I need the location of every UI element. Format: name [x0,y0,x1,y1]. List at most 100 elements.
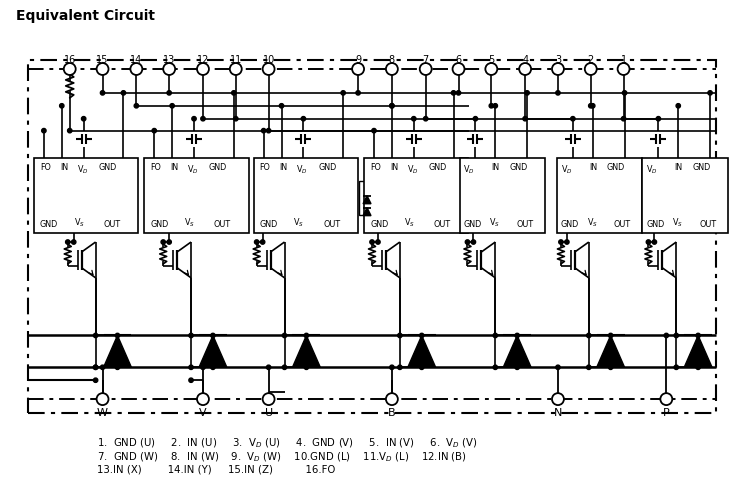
Circle shape [121,91,125,95]
Circle shape [519,63,531,75]
Text: OUT: OUT [104,220,121,229]
Text: V$_S$: V$_S$ [184,217,195,229]
Circle shape [304,333,309,338]
Text: GND: GND [40,220,58,229]
Circle shape [282,333,287,338]
Text: V$_S$: V$_S$ [587,217,598,229]
Circle shape [167,91,171,95]
Circle shape [352,63,364,75]
Text: GND: GND [463,220,482,229]
Circle shape [552,63,564,75]
Circle shape [72,240,76,244]
Polygon shape [293,335,320,367]
Circle shape [453,63,465,75]
Circle shape [656,117,660,121]
Text: GND: GND [260,220,278,229]
Circle shape [397,365,402,369]
Circle shape [486,63,498,75]
Text: OUT: OUT [699,220,716,229]
Circle shape [660,393,672,405]
Circle shape [115,365,120,369]
Text: V$_D$: V$_D$ [646,163,658,176]
Circle shape [552,393,564,405]
Text: 16: 16 [63,55,76,65]
FancyBboxPatch shape [254,159,358,233]
Circle shape [279,103,284,108]
Circle shape [66,240,70,244]
Circle shape [201,117,205,121]
Circle shape [261,128,266,133]
Text: 10: 10 [262,55,275,65]
Text: 13.IN (X)        14.IN (Y)     15.IN (Z)          16.FO: 13.IN (X) 14.IN (Y) 15.IN (Z) 16.FO [96,465,335,475]
Text: GND: GND [561,220,579,229]
Text: V$_D$: V$_D$ [187,163,199,176]
FancyBboxPatch shape [557,159,642,233]
Text: 7: 7 [423,55,429,65]
Text: OUT: OUT [323,220,341,229]
Circle shape [515,365,519,369]
Text: 3: 3 [555,55,561,65]
Circle shape [192,117,196,121]
Circle shape [390,365,394,369]
Text: V$_D$: V$_D$ [297,163,308,176]
Circle shape [652,240,657,244]
Circle shape [424,117,428,121]
Text: GND: GND [99,163,117,172]
Circle shape [515,333,519,338]
Circle shape [63,63,75,75]
Text: V$_D$: V$_D$ [561,163,572,176]
Circle shape [232,91,236,95]
Circle shape [622,117,626,121]
Polygon shape [408,335,436,367]
Circle shape [674,365,678,369]
FancyBboxPatch shape [459,159,545,233]
Circle shape [674,333,678,338]
Text: V$_S$: V$_S$ [294,217,305,229]
Circle shape [211,365,215,369]
Text: U: U [264,408,273,418]
Circle shape [282,365,287,369]
Circle shape [189,365,193,369]
Text: IN: IN [390,163,398,172]
Circle shape [708,91,712,95]
Circle shape [591,103,595,108]
Text: N: N [554,408,562,418]
Text: OUT: OUT [613,220,630,229]
Circle shape [67,128,72,133]
Circle shape [81,117,86,121]
Circle shape [493,103,498,108]
Text: 12: 12 [196,55,209,65]
Circle shape [372,128,376,133]
Text: FO: FO [150,163,161,172]
Circle shape [201,365,205,369]
FancyBboxPatch shape [364,159,468,233]
Circle shape [255,240,259,244]
Circle shape [100,365,105,369]
Circle shape [390,103,394,108]
Text: GND: GND [509,163,527,172]
Circle shape [263,63,275,75]
Circle shape [96,393,108,405]
Circle shape [234,117,238,121]
Text: B: B [388,408,396,418]
FancyBboxPatch shape [144,159,249,233]
Circle shape [559,240,563,244]
Polygon shape [597,335,624,367]
Circle shape [420,63,432,75]
Text: V$_S$: V$_S$ [74,217,84,229]
Circle shape [585,63,597,75]
Circle shape [420,333,424,338]
Circle shape [131,63,143,75]
Text: P: P [663,408,670,418]
Circle shape [386,63,398,75]
Text: W: W [97,408,108,418]
Circle shape [493,365,498,369]
Text: OUT: OUT [214,220,231,229]
Circle shape [93,365,98,369]
FancyBboxPatch shape [34,159,138,233]
Circle shape [93,378,98,383]
Circle shape [167,240,171,244]
Text: V$_D$: V$_D$ [407,163,418,176]
Polygon shape [503,335,531,367]
Circle shape [100,91,105,95]
